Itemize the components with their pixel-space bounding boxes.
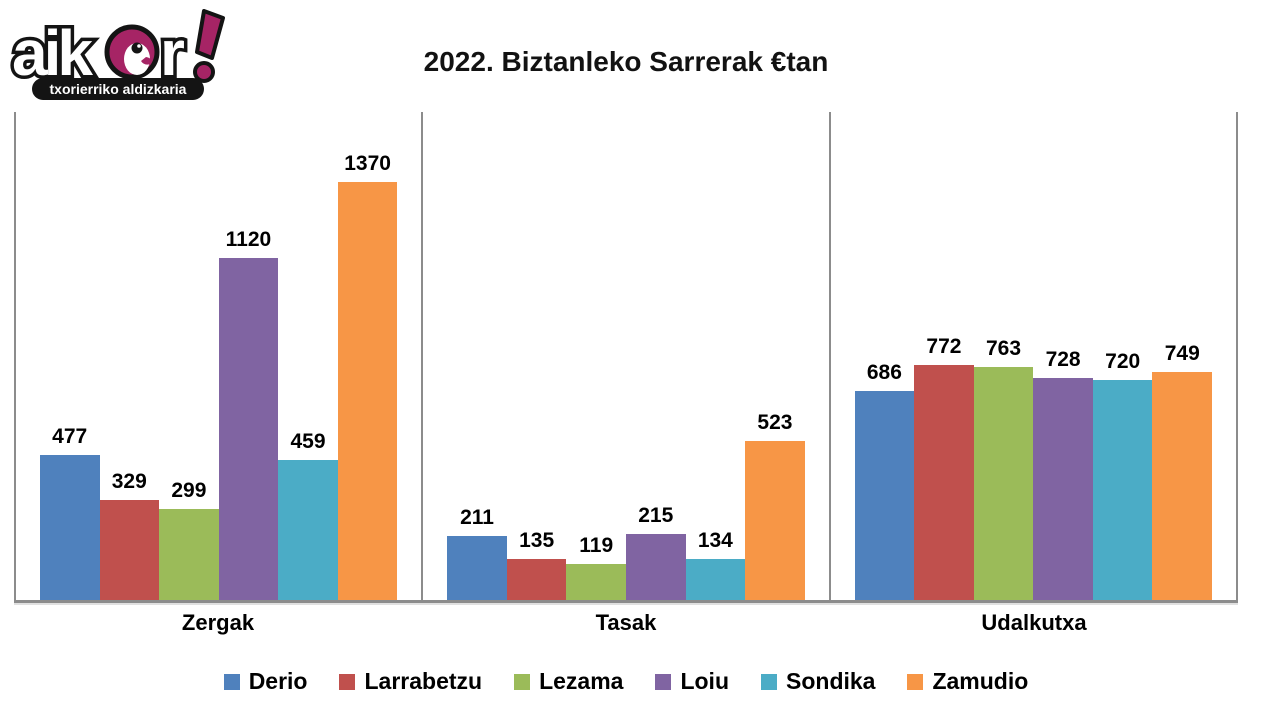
legend-item-lezama: Lezama (514, 668, 623, 695)
legend-swatch-icon (223, 673, 240, 690)
legend-label: Larrabetzu (364, 668, 483, 694)
bird-icon (104, 24, 160, 83)
panel-zergak: 477 329 299 1120 459 1370 (14, 112, 421, 600)
legend-label: Sondika (786, 668, 876, 694)
bar-zamudio-udalkutxa: 749 (1152, 342, 1213, 600)
legend-label: Lezama (539, 668, 624, 694)
bar-value-label: 135 (519, 528, 555, 552)
legend-label: Derio (248, 668, 308, 694)
bar-value-label: 686 (866, 360, 902, 384)
bar-value-label: 728 (1045, 347, 1081, 371)
logo-word-end: r (160, 17, 185, 89)
legend-item-sondika: Sondika (761, 668, 875, 695)
bar-value-label: 329 (111, 469, 147, 493)
bar-lezama-tasak: 119 (566, 534, 626, 600)
bar-loiu-zergak: 1120 (218, 228, 279, 600)
bar-value-label: 772 (926, 334, 962, 358)
panel-udalkutxa: 686 772 763 728 720 749 (828, 112, 1238, 600)
bar-value-label: 134 (697, 529, 733, 553)
legend-swatch-icon (655, 673, 672, 690)
bar-value-label: 119 (579, 533, 614, 557)
legend-swatch-icon (761, 673, 777, 690)
bar-sondika-udalkutxa: 720 (1092, 350, 1153, 600)
bar-value-label: 211 (460, 505, 494, 529)
legend-item-larrabetzu: Larrabetzu (339, 668, 482, 695)
panel-tasak: 211 135 119 215 134 523 (421, 112, 828, 600)
legend-swatch-icon (339, 673, 356, 690)
bar-derio-zergak: 477 (39, 425, 100, 600)
chart-title: 2022. Biztanleko Sarrerak €tan (423, 46, 829, 77)
bar-sondika-tasak: 134 (685, 529, 746, 600)
legend-item-loiu: Loiu (655, 668, 729, 695)
category-label-tasak: Tasak (595, 610, 657, 635)
logo-ribbon (32, 78, 204, 100)
bar-value-label: 477 (52, 424, 88, 448)
category-axis: Zergak Tasak Udalkutxa (14, 603, 1238, 636)
bar-value-label: 720 (1105, 350, 1141, 374)
category-label-udalkutxa: Udalkutxa (981, 610, 1087, 635)
bar-larrabetzu-udalkutxa: 772 (914, 335, 974, 600)
bar-loiu-udalkutxa: 728 (1033, 348, 1093, 600)
bar-value-label: 1370 (344, 152, 391, 176)
bar-larrabetzu-tasak: 135 (506, 529, 567, 600)
bar-zamudio-tasak: 523 (745, 411, 805, 600)
bar-zamudio-zergak: 1370 (337, 152, 398, 600)
bar-larrabetzu-zergak: 329 (99, 470, 160, 600)
bar-derio-tasak: 211 (447, 506, 507, 600)
logo-word-start: aik (12, 17, 93, 89)
bar-value-label: 299 (171, 478, 207, 502)
aikor-logo-graphic: txorierriko aldizkaria aik r (9, 9, 225, 100)
legend-label: Zamudio (932, 668, 1029, 694)
legend-item-derio: Derio (223, 668, 308, 695)
logo-tagline: txorierriko aldizkaria (50, 81, 187, 97)
bar-chart: 477 329 299 1120 459 1370 211 135 119 215 134 523 68… (14, 112, 1238, 636)
bar-value-label: 523 (757, 410, 793, 434)
aikor-logo: txorierriko aldizkaria aik r (8, 6, 230, 106)
bar-loiu-tasak: 215 (625, 504, 686, 600)
bar-value-label: 1120 (225, 228, 272, 252)
legend: Derio Larrabetzu Lezama Loiu Sondika Zamudio (14, 668, 1238, 695)
legend-item-zamudio: Zamudio (907, 668, 1028, 695)
bar-value-label: 459 (290, 430, 326, 454)
bar-value-label: 749 (1164, 341, 1200, 365)
bar-lezama-zergak: 299 (159, 479, 219, 600)
bar-derio-udalkutxa: 686 (854, 361, 915, 600)
legend-label: Loiu (680, 668, 729, 694)
plot-area: 477 329 299 1120 459 1370 211 135 119 215 134 523 68… (14, 112, 1238, 603)
bar-sondika-zergak: 459 (278, 430, 338, 600)
bar-value-label: 763 (985, 337, 1022, 361)
category-label-zergak: Zergak (181, 610, 255, 635)
bar-lezama-udalkutxa: 763 (973, 337, 1034, 600)
bar-value-label: 215 (638, 504, 674, 528)
legend-swatch-icon (514, 673, 531, 690)
exclamation-icon (193, 9, 225, 83)
legend-swatch-icon (907, 673, 924, 690)
